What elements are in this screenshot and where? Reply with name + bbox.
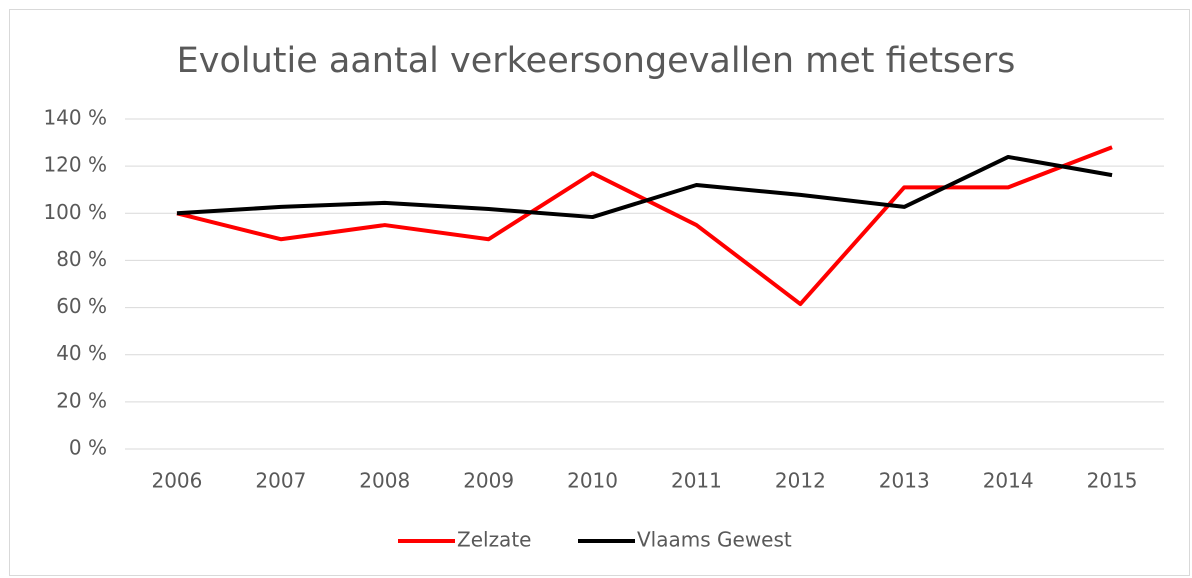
x-tick-label: 2006 xyxy=(151,469,202,493)
x-tick-label: 2009 xyxy=(463,469,514,493)
x-tick-label: 2013 xyxy=(879,469,930,493)
chart-title: Evolutie aantal verkeersongevallen met f… xyxy=(177,41,1016,81)
y-tick-label: 20 % xyxy=(56,388,107,412)
y-tick-label: 40 % xyxy=(56,341,107,365)
x-tick-label: 2012 xyxy=(775,469,826,493)
chart-border xyxy=(9,9,1190,576)
series-line xyxy=(176,154,1113,220)
y-tick-label: 120 % xyxy=(43,153,107,177)
x-tick-label: 2015 xyxy=(1087,469,1138,493)
y-tick-label: 140 % xyxy=(43,106,107,130)
x-tick-label: 2007 xyxy=(255,469,306,493)
legend-label: Zelzate xyxy=(457,528,531,552)
x-tick-label: 2014 xyxy=(983,469,1034,493)
legend-label: Vlaams Gewest xyxy=(637,528,792,552)
y-tick-label: 60 % xyxy=(56,294,107,318)
x-tick-label: 2010 xyxy=(567,469,618,493)
x-tick-label: 2011 xyxy=(671,469,722,493)
y-tick-label: 0 % xyxy=(69,436,107,460)
y-tick-label: 80 % xyxy=(56,247,107,271)
y-tick-label: 100 % xyxy=(43,200,107,224)
x-tick-label: 2008 xyxy=(359,469,410,493)
